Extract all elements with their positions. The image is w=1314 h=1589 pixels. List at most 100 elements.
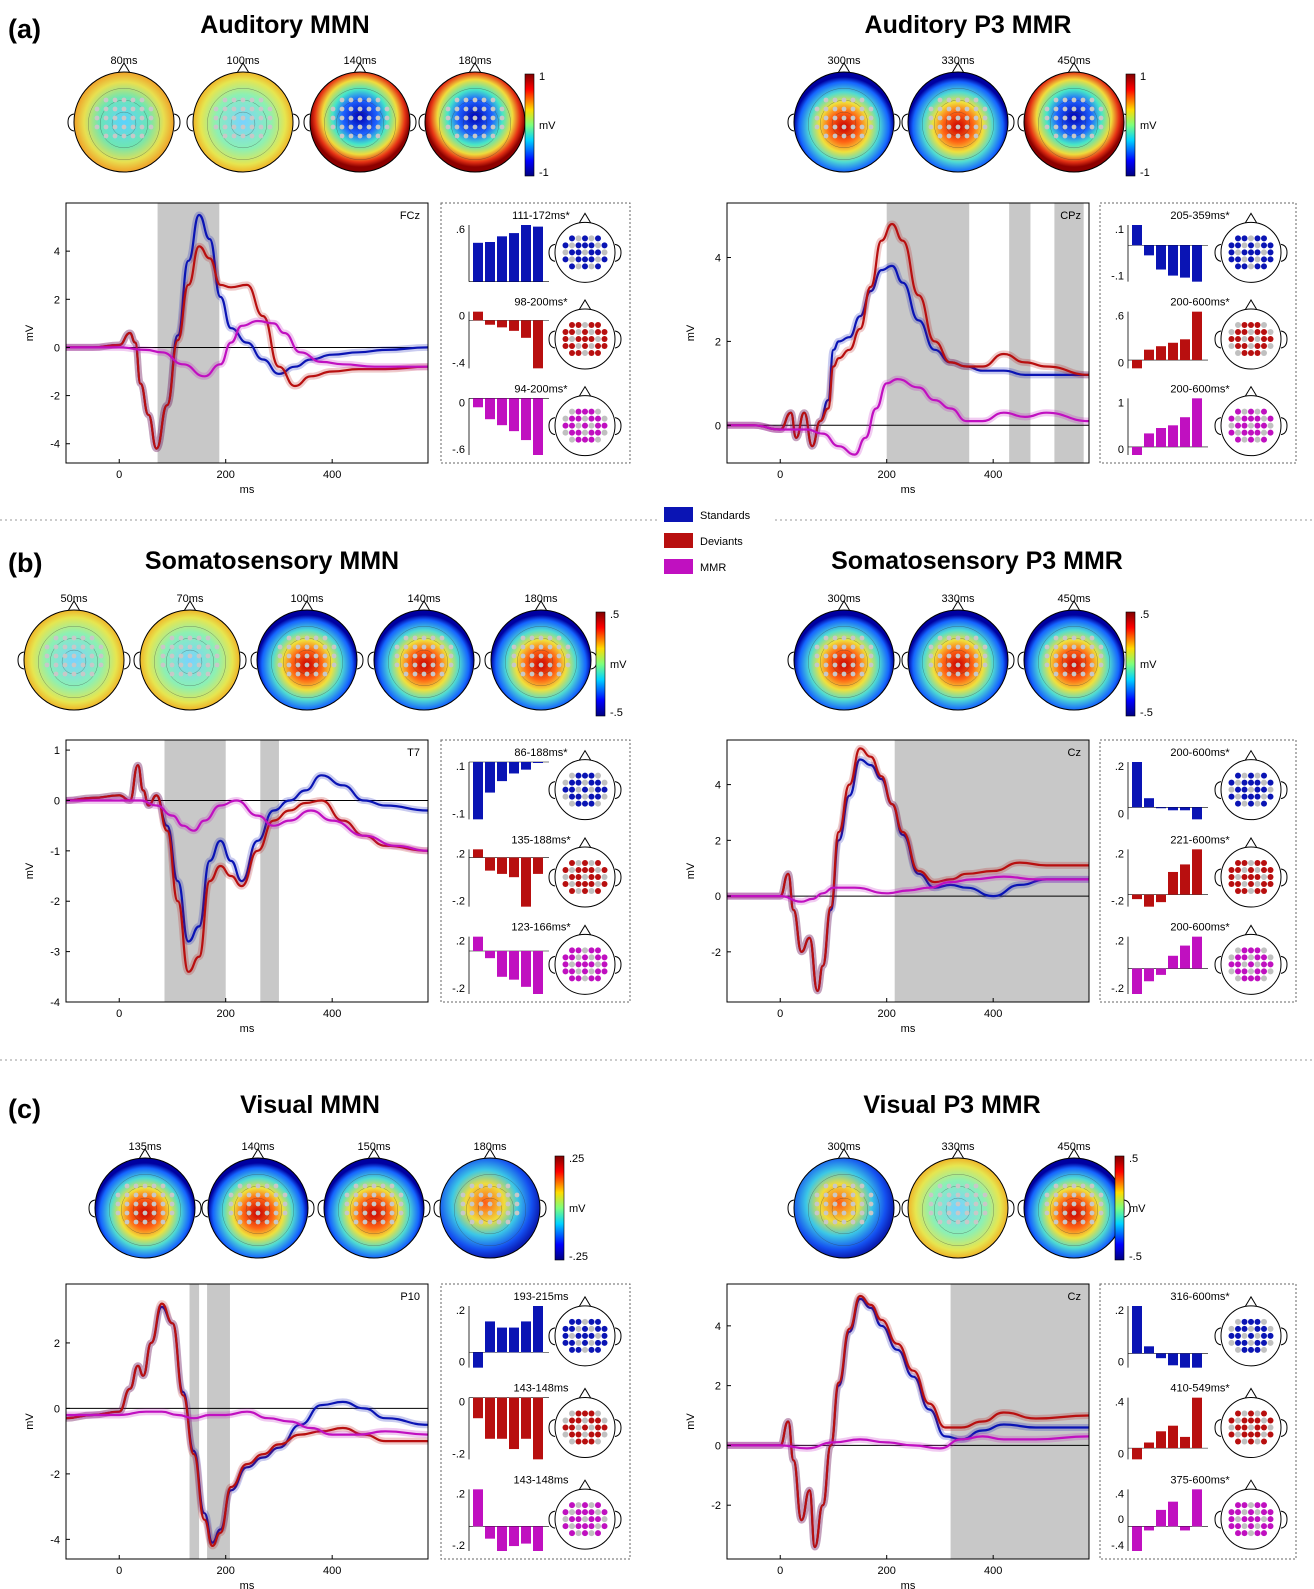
cluster-electrode <box>1241 1523 1248 1530</box>
cluster-electrode <box>601 1523 608 1530</box>
electrode-dot <box>103 97 109 103</box>
cluster-electrode <box>1261 888 1267 894</box>
bar <box>1192 311 1202 361</box>
electrode-dot <box>511 644 517 650</box>
electrode-dot <box>823 653 829 659</box>
electrode-dot <box>529 662 535 668</box>
scalp-map <box>907 609 1009 711</box>
electrode-dot <box>463 115 469 121</box>
significance-shade <box>1054 203 1084 463</box>
series-line-mmr <box>65 799 429 852</box>
electrode-dot <box>169 662 175 668</box>
electrode-dot <box>139 115 145 121</box>
electrode-dot <box>313 644 319 650</box>
electrode-dot <box>1080 97 1086 103</box>
cluster-electrode <box>1235 1530 1241 1537</box>
ear-right <box>409 113 417 132</box>
cluster-electrode <box>1228 874 1235 880</box>
cluster-electrode <box>1267 1325 1274 1332</box>
cluster-electrode <box>1248 881 1254 887</box>
cluster-electrode <box>1254 860 1261 866</box>
y-tick-label: 2 <box>715 835 721 847</box>
cluster-electrode <box>588 1332 595 1339</box>
cluster-electrode <box>575 800 582 807</box>
bar-tick-label: .2 <box>1115 1305 1124 1317</box>
electrode-dot <box>277 653 283 659</box>
cluster-electrode <box>582 1530 588 1537</box>
electrode-dot <box>859 133 865 139</box>
y-tick-label: 2 <box>54 1338 60 1350</box>
electrode-dot <box>955 1210 961 1216</box>
electrode-dot <box>366 115 372 121</box>
electrode-dot <box>151 1201 157 1207</box>
cluster-head <box>548 385 622 457</box>
cluster-electrode <box>575 1325 582 1332</box>
electrode-dot <box>973 1192 979 1198</box>
cluster-head <box>548 1295 622 1367</box>
contour-line <box>38 626 110 698</box>
cluster-electrode <box>1261 779 1267 786</box>
electrode-dot <box>273 1192 279 1198</box>
electrode-dot <box>823 644 829 650</box>
electrode-dot <box>258 124 264 130</box>
scalp-map <box>1023 609 1125 711</box>
electrode-dot <box>841 115 847 121</box>
bar <box>1192 1397 1202 1449</box>
cluster-electrode <box>595 1325 601 1332</box>
cluster-electrode <box>601 779 608 786</box>
cluster-electrode <box>1254 1530 1261 1537</box>
electrode-dot <box>1053 662 1059 668</box>
legend-label: MMR <box>700 562 726 574</box>
cluster-electrode <box>1254 1318 1261 1325</box>
electrode-dot <box>973 644 979 650</box>
cluster-electrode <box>1267 793 1274 800</box>
electrode-dot <box>547 644 553 650</box>
electrode-dot <box>273 1210 279 1216</box>
cluster-electrode <box>1228 1339 1235 1346</box>
electrode-dot <box>380 1192 386 1198</box>
bar-tick-label: -.2 <box>452 1448 465 1460</box>
cluster-electrode <box>562 1523 569 1530</box>
cluster-electrode <box>595 422 601 429</box>
bar-window-label: 316-600ms* <box>1170 1291 1230 1303</box>
electrode-dot <box>282 1210 288 1216</box>
electrode-dot <box>1053 1210 1059 1216</box>
electrode-dot <box>273 1183 279 1189</box>
cluster-electrode <box>1235 874 1241 880</box>
electrode-dot <box>214 644 220 650</box>
cluster-electrode <box>1254 975 1261 982</box>
bar <box>1192 849 1202 895</box>
electrode-dot <box>859 1219 865 1225</box>
topomap <box>201 1148 315 1259</box>
electrode-dot <box>841 1219 847 1225</box>
electrode-dot <box>556 671 562 677</box>
cluster-electrode <box>1261 1516 1267 1523</box>
electrode-dot <box>357 133 363 139</box>
electrode-dot <box>112 124 118 130</box>
electrode-dot <box>946 653 952 659</box>
cluster-electrode <box>1228 954 1235 961</box>
electrode-dot <box>511 662 517 668</box>
bar-row: 200-600ms*10 <box>1118 383 1288 457</box>
bar <box>1168 342 1178 361</box>
x-tick-label: 0 <box>777 1565 783 1577</box>
scalp-map <box>192 71 294 173</box>
significance-shade <box>207 1284 230 1559</box>
topomap <box>367 600 481 711</box>
electrode-dot <box>850 115 856 121</box>
cluster-electrode <box>1248 422 1254 429</box>
nose <box>578 924 592 936</box>
cluster-electrode <box>569 772 575 779</box>
x-tick-label: 0 <box>777 469 783 481</box>
cluster-electrode <box>588 961 595 968</box>
cluster-electrode <box>569 1431 575 1438</box>
cluster-electrode <box>1241 954 1248 961</box>
electrode-dot <box>430 635 436 641</box>
electrode-dot <box>213 124 219 130</box>
nose <box>1244 1479 1258 1491</box>
electrode-dot <box>313 635 319 641</box>
electrode-dot <box>1062 1219 1068 1225</box>
electrode-dot <box>463 133 469 139</box>
electrode-dot <box>823 635 829 641</box>
